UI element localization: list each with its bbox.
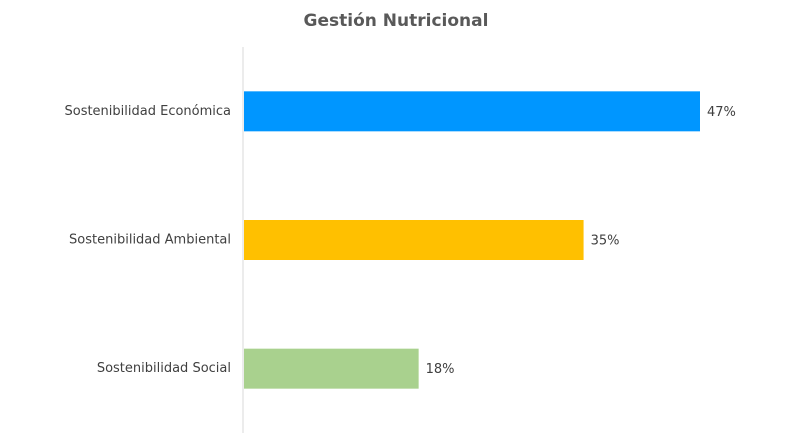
bar	[244, 91, 700, 132]
bar	[244, 220, 584, 260]
chart-title: Gestión Nutricional	[304, 11, 489, 31]
category-label: Sostenibilidad Económica	[64, 104, 231, 119]
value-label: 47%	[707, 105, 736, 120]
value-label: 35%	[591, 234, 620, 249]
category-label: Sostenibilidad Social	[97, 361, 231, 376]
value-label: 18%	[426, 362, 455, 377]
category-label: Sostenibilidad Ambiental	[69, 233, 231, 248]
bar	[244, 348, 419, 389]
